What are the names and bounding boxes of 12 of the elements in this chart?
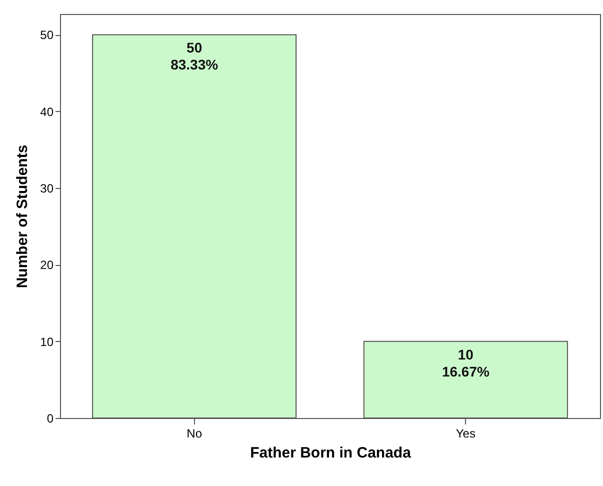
x-tick-label: No: [186, 426, 202, 440]
data-label: 10 16.67%: [442, 346, 490, 380]
y-axis-title: Number of Students: [14, 144, 32, 288]
x-tick-label: Yes: [456, 426, 476, 440]
y-tick-label: 10: [40, 334, 54, 349]
y-tick-label: 20: [40, 258, 54, 272]
x-axis-title: Father Born in Canada: [250, 444, 412, 462]
y-tick-label: 30: [40, 182, 54, 196]
data-label: 50 83.33%: [170, 40, 219, 73]
y-tick-label: 0: [46, 412, 54, 426]
y-tick-label: 50: [40, 28, 54, 42]
y-tick-label: 40: [40, 104, 54, 119]
